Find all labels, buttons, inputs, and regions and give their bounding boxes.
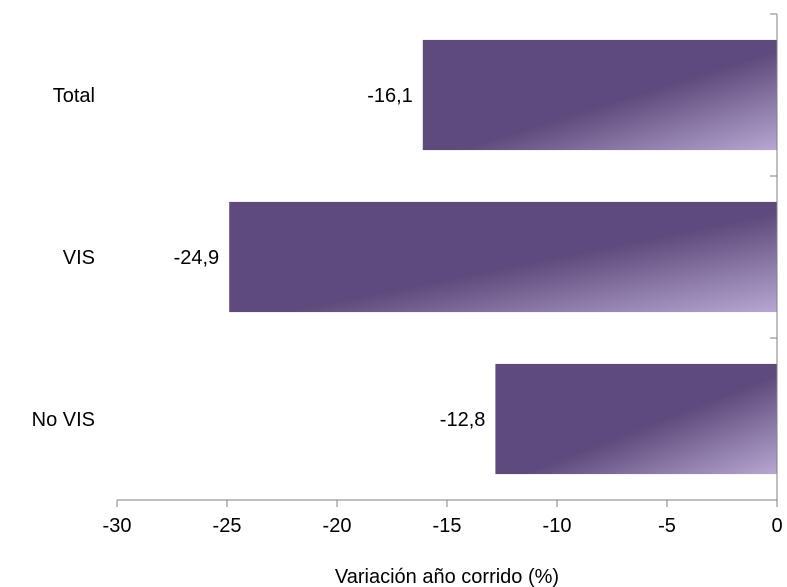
x-ticks-group: -30 -25 -20 -15 -10 -5 0 xyxy=(103,500,783,537)
category-label: VIS xyxy=(63,247,95,269)
x-axis-title: Variación año corrido (%) xyxy=(335,566,559,587)
category-labels-group: Total VIS No VIS xyxy=(32,85,95,431)
data-label: -24,9 xyxy=(174,247,220,269)
x-tick-label: -5 xyxy=(658,515,676,537)
data-label: -16,1 xyxy=(367,85,413,107)
bar-no-vis xyxy=(495,363,777,475)
data-labels-group: -16,1 -24,9 -12,8 xyxy=(174,85,486,431)
x-tick-label: -15 xyxy=(433,515,462,537)
x-tick-label: -10 xyxy=(543,515,572,537)
x-tick-label: -25 xyxy=(213,515,242,537)
x-tick-label: -30 xyxy=(103,515,132,537)
category-label: No VIS xyxy=(32,409,95,431)
x-tick-label: 0 xyxy=(771,515,782,537)
data-label: -12,8 xyxy=(440,409,486,431)
x-tick-label: -20 xyxy=(323,515,352,537)
bar-total xyxy=(422,39,777,151)
y-ticks-group xyxy=(770,13,777,501)
bars-group xyxy=(229,39,777,475)
category-label: Total xyxy=(53,85,95,107)
bar-vis xyxy=(229,201,777,313)
